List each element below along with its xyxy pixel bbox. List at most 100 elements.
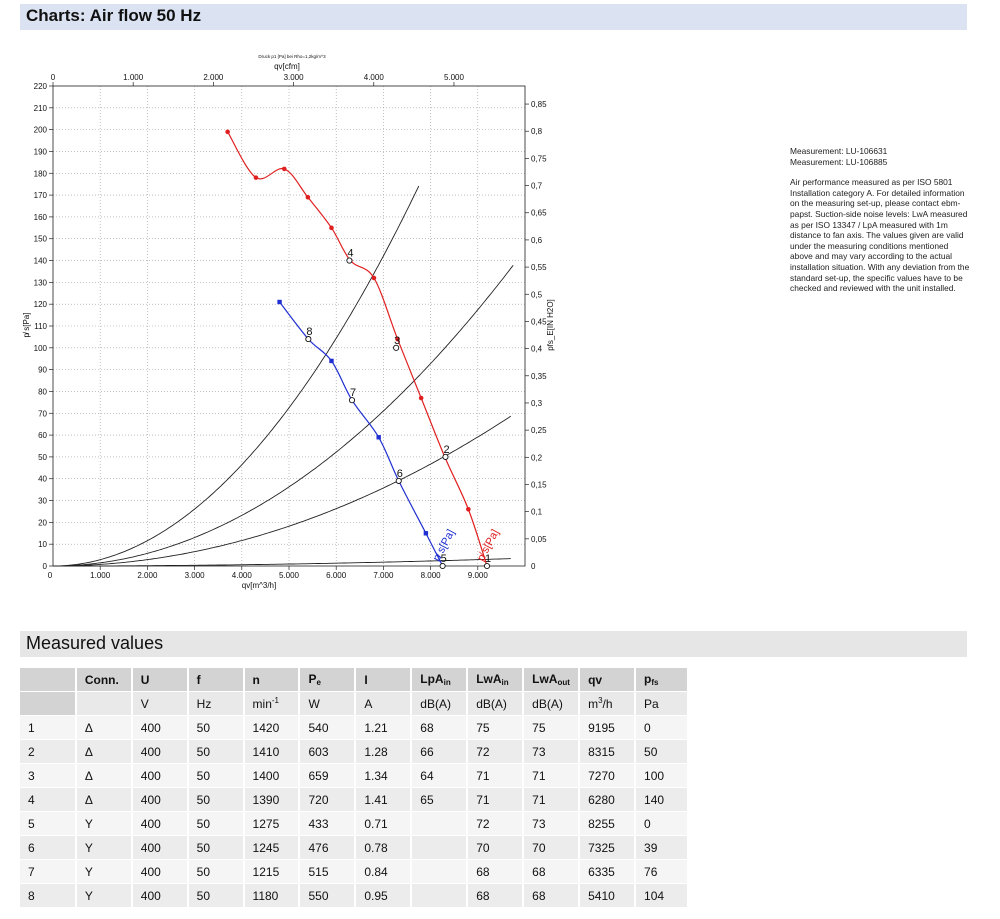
table-cell: 0.84 (355, 859, 413, 884)
y-tick-label: 10 (38, 540, 47, 549)
table-row: 7 Y 400 50 1215 515 0.84 68 68 6335 76 (20, 859, 689, 884)
table-cell: 1 (20, 715, 77, 740)
header-cell: U (131, 668, 189, 692)
table-cell: 1.41 (355, 787, 413, 812)
table-cell: 1275 (243, 811, 301, 836)
table-row: 4 Δ 400 50 1390 720 1.41 65 71 71 6280 140 (20, 787, 689, 812)
y-tick-label: 110 (34, 322, 47, 331)
operating-point-label: 6 (397, 468, 403, 480)
table-cell (411, 811, 469, 836)
table-cell: 0 (635, 811, 689, 836)
table-cell: 75 (523, 715, 581, 740)
table-cell: 7 (20, 859, 77, 884)
table-cell: 400 (131, 811, 189, 836)
table-cell: 66 (411, 739, 469, 764)
table-cell (411, 859, 469, 884)
table-cell: 50 (187, 811, 245, 836)
table-cell: 71 (523, 787, 581, 812)
unit-cell: Hz (187, 691, 245, 716)
series-point (395, 336, 400, 342)
system-curve (53, 265, 514, 567)
table-cell: 68 (467, 859, 525, 884)
table-cell: 65 (411, 787, 469, 812)
header-cell: Conn. (75, 668, 133, 692)
table-cell: 5410 (579, 883, 637, 908)
y-right-tick-label: 0,1 (531, 508, 543, 517)
x-tick-label: 7.000 (373, 571, 394, 580)
page-title: Charts: Air flow 50 Hz (26, 6, 202, 25)
table-cell: 1.28 (355, 739, 413, 764)
table-row: 6 Y 400 50 1245 476 0.78 70 70 7325 39 (20, 835, 689, 860)
y-tick-label: 90 (38, 366, 47, 375)
table-cell: 50 (187, 787, 245, 812)
header-cell (20, 668, 77, 692)
unit-cell: V (131, 691, 189, 716)
y-tick-label: 180 (34, 169, 48, 178)
header-cell: n (243, 668, 301, 692)
header-cell: LwAin (467, 668, 525, 692)
table-cell: 70 (467, 835, 525, 860)
series-point (277, 299, 282, 305)
y-tick-label: 40 (38, 475, 47, 484)
operating-point (439, 562, 446, 570)
x-tick-label: 5.000 (279, 571, 300, 580)
table-cell: 50 (635, 739, 689, 764)
table-cell: 400 (131, 763, 189, 788)
y-tick-label: 200 (34, 126, 48, 135)
y-tick-label: 220 (34, 82, 48, 91)
table-cell: 71 (523, 763, 581, 788)
table-cell: 1410 (243, 739, 301, 764)
y-tick-label: 190 (34, 147, 48, 156)
y-tick-label: 30 (38, 497, 47, 506)
table-cell: 9195 (579, 715, 637, 740)
table-cell: 400 (131, 859, 189, 884)
system-curve (53, 415, 512, 567)
series-point (253, 175, 259, 180)
table-cell: 100 (635, 763, 689, 788)
measured-values-title: Measured values (26, 633, 164, 653)
y-right-tick-label: 0,65 (531, 209, 547, 218)
header-cell: LpAin (411, 668, 469, 692)
table-cell: 400 (131, 715, 189, 740)
y-tick-label: 0 (43, 562, 48, 571)
y-tick-label: 120 (34, 300, 48, 309)
table-cell: 659 (299, 763, 357, 788)
table-cell: 720 (299, 787, 357, 812)
x-tick-label: 0 (48, 571, 53, 580)
operating-point-label: 8 (306, 326, 312, 338)
table-cell: 1180 (243, 883, 301, 908)
table-cell: 8 (20, 883, 77, 908)
y-right-tick-label: 0,5 (531, 290, 543, 299)
table-cell: 0 (635, 715, 689, 740)
table-cell: 5 (20, 811, 77, 836)
table-cell: 104 (635, 883, 689, 908)
table-cell: 50 (187, 859, 245, 884)
series-point (305, 194, 311, 200)
table-cell: 1420 (243, 715, 301, 740)
y-tick-label: 20 (38, 518, 47, 527)
operating-point-label: 7 (350, 387, 356, 399)
x-tick-label: 8.000 (421, 571, 442, 580)
charts-header: Charts: Air flow 50 Hz (20, 4, 967, 30)
table-cell: 1215 (243, 859, 301, 884)
y-right-tick-label: 0,35 (531, 372, 547, 381)
series-point (371, 275, 377, 281)
x-top-axis-label: qv[cfm] (274, 62, 300, 71)
x-top-tick-label: 3.000 (284, 73, 305, 82)
y-right-tick-label: 0,8 (531, 127, 543, 136)
table-cell (411, 835, 469, 860)
table-cell: 72 (467, 811, 525, 836)
table-cell: Y (75, 835, 133, 860)
table-cell: Δ (75, 715, 133, 740)
chart-caption: Druck p1 [Pa] bei Rho=1,2kg/m^3 (258, 54, 326, 59)
unit-cell: dB(A) (467, 691, 525, 716)
series-point (376, 435, 381, 440)
unit-cell: W (299, 691, 357, 716)
table-cell: 540 (299, 715, 357, 740)
operating-point-label: 3 (394, 335, 400, 347)
table-cell: 73 (523, 739, 581, 764)
table-cell: 1390 (243, 787, 301, 812)
table-cell: 39 (635, 835, 689, 860)
table-cell: Δ (75, 787, 133, 812)
